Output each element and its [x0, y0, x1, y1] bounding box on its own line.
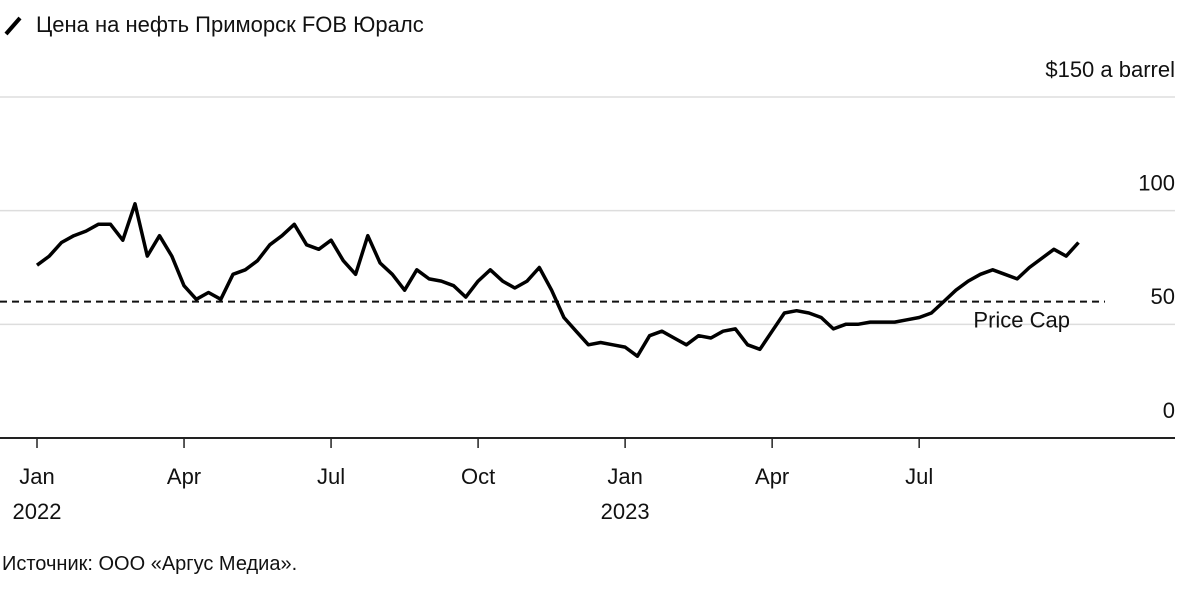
y-tick-label: $150 a barrel — [1045, 57, 1175, 82]
series-line — [35, 202, 1080, 358]
source: Источник: ООО «Аргус Медиа». — [2, 553, 297, 575]
x-tick-label: Jan — [607, 464, 642, 489]
x-tick-label: Apr — [167, 464, 201, 489]
x-tick-label: Apr — [755, 464, 789, 489]
x-tick-label: Oct — [461, 464, 495, 489]
x-tick-year: 2022 — [13, 499, 62, 524]
legend-swatch — [4, 16, 22, 36]
legend-label: Цена на нефть Приморск FOB Юралс — [36, 12, 424, 37]
x-tick-label: Jul — [905, 464, 933, 489]
reference-label: Price Cap — [973, 307, 1070, 332]
x-tick-label: Jan — [19, 464, 54, 489]
x-tick-label: Jul — [317, 464, 345, 489]
y-tick-label: 100 — [1138, 170, 1175, 195]
y-tick-label: 0 — [1163, 398, 1175, 423]
y-tick-label: 50 — [1151, 284, 1175, 309]
x-tick-year: 2023 — [601, 499, 650, 524]
